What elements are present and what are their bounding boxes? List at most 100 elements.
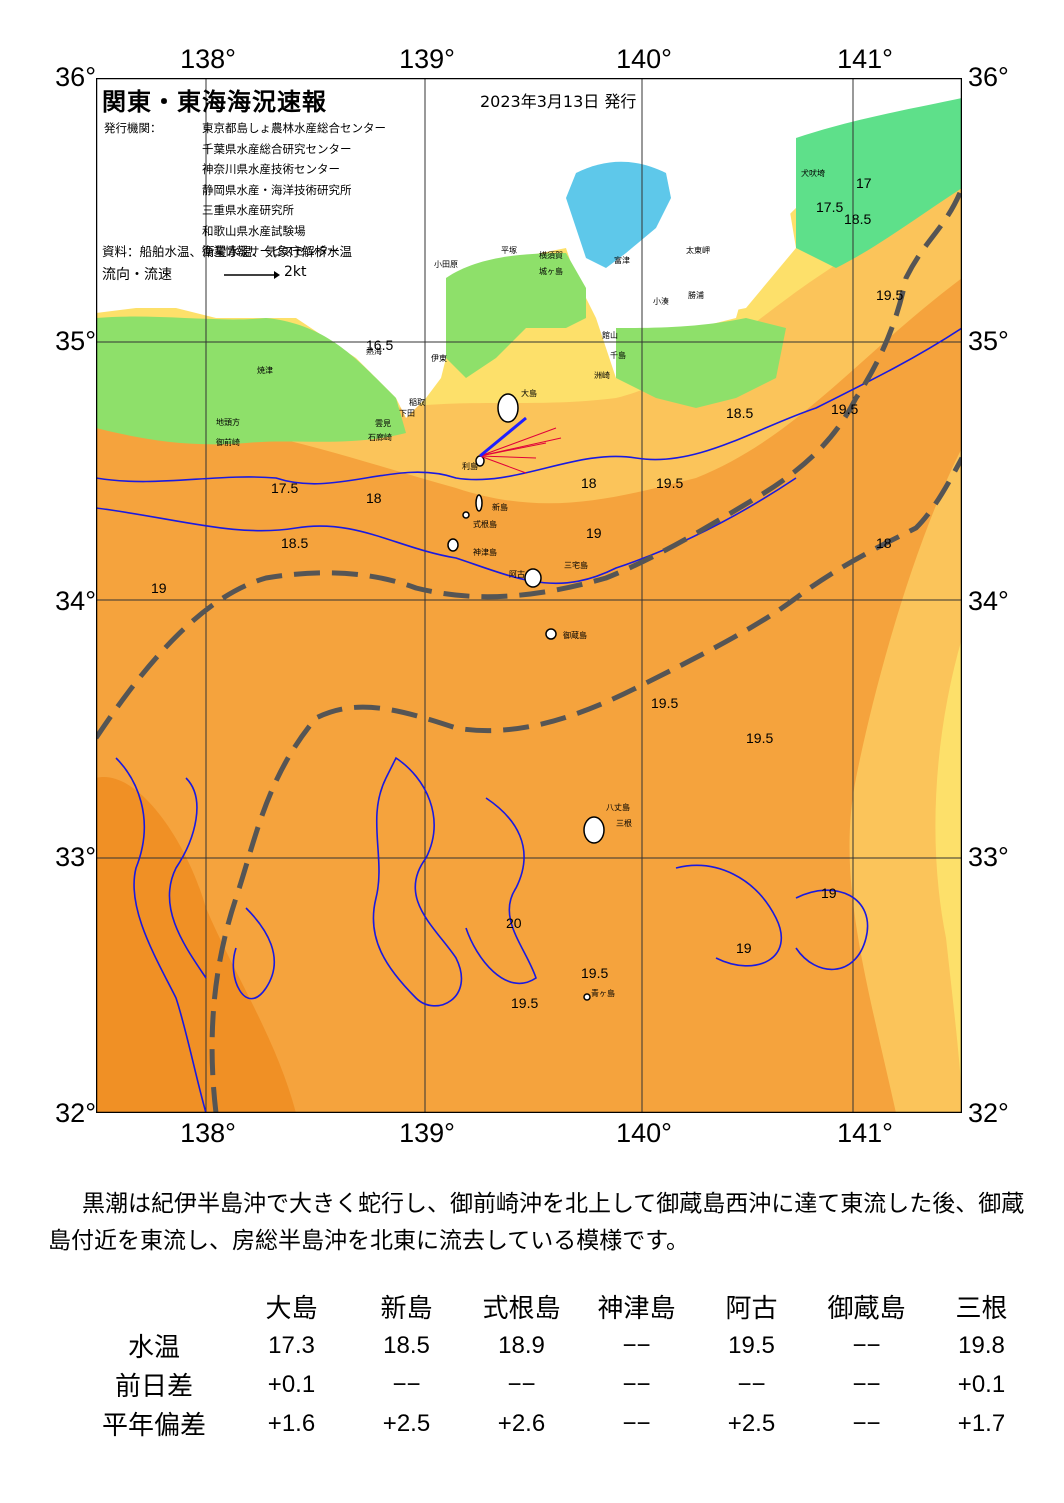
lon-tick-140-top: 140°	[616, 44, 672, 74]
place-label: 富津	[614, 255, 630, 265]
table-header-row: 大島 新島 式根島 神津島 阿古 御蔵島 三根	[74, 1287, 1039, 1326]
contour-label: 19.5	[656, 475, 683, 491]
coastal-green-sagami	[446, 253, 586, 378]
coastal-green-choshi	[796, 98, 962, 268]
lon-tick-139-top: 139°	[399, 44, 455, 74]
place-label: 熱海	[366, 346, 382, 356]
contour-label: 17.5	[271, 480, 298, 496]
lon-tick-138-top: 138°	[180, 44, 236, 74]
flow-legend-arrow-icon	[224, 271, 280, 279]
table-cell: 19.8	[958, 1331, 1005, 1359]
column-header: 御蔵島	[827, 1293, 906, 1323]
lat-tick-35-right: 35°	[968, 326, 1009, 356]
place-label: 三根	[616, 818, 632, 828]
place-label: 太東岬	[686, 245, 710, 255]
lat-tick-32-right: 32°	[968, 1098, 1009, 1128]
place-label: 下田	[399, 409, 415, 418]
issuer-item: 和歌山県水産試験場	[202, 223, 306, 238]
sea-east-mid	[849, 448, 962, 1113]
issuer-item: 東京都島しょ農林水産総合センター	[202, 121, 386, 135]
column-header: 大島	[265, 1293, 318, 1323]
lon-tick-139-bottom: 139°	[399, 1118, 455, 1148]
table-cell: −−	[852, 1331, 881, 1359]
lon-tick-141-bottom: 141°	[837, 1118, 893, 1148]
lon-tick-138-bottom: 138°	[180, 1118, 236, 1148]
place-label: 石廊崎	[368, 432, 392, 442]
lat-tick-32-left: 32°	[55, 1098, 96, 1128]
map-title: 関東・東海海況速報	[102, 88, 327, 116]
current-vectors	[479, 427, 562, 474]
coastal-green-boso	[616, 318, 786, 408]
island-mikurajima	[545, 628, 557, 640]
contour-label: 18.5	[726, 405, 753, 421]
islands	[447, 393, 605, 1001]
place-label: 横須賀	[539, 250, 563, 260]
island-niijima	[475, 494, 483, 512]
flow-legend-scale: 2kt	[284, 264, 307, 280]
contour-label: 20	[506, 915, 522, 931]
contour-label: 19.5	[831, 401, 858, 417]
place-label: 三宅島	[564, 560, 588, 570]
contour-label: 19.5	[746, 730, 773, 746]
place-label: 小田原	[434, 260, 458, 269]
lat-tick-34-right: 34°	[968, 586, 1009, 616]
place-label: 式根島	[473, 519, 497, 529]
table-cell: +2.6	[497, 1409, 546, 1437]
column-header: 三根	[955, 1293, 1008, 1323]
place-label: 小湊	[653, 296, 669, 306]
flow-legend-label: 流向・流速	[102, 267, 172, 283]
table-cell: −−	[507, 1370, 536, 1398]
contour-label: 19	[151, 580, 167, 596]
contour-label: 19	[586, 525, 602, 541]
place-label: 伊東	[431, 353, 447, 363]
issuer-item: 三重県水産研究所	[202, 203, 294, 217]
contour-label: 18	[581, 475, 597, 491]
land-boso	[636, 188, 796, 318]
place-label: 雲見	[375, 419, 391, 428]
table-cell: −−	[622, 1370, 651, 1398]
issuer-list: 東京都島しょ農林水産総合センター 千葉県水産総合研究センター 神奈川県水産技術セ…	[202, 118, 386, 262]
place-label: 神津島	[473, 547, 497, 557]
table-cell: +1.6	[267, 1409, 316, 1437]
contour-label: 17	[856, 175, 872, 191]
map-frame	[96, 78, 962, 1113]
table-cell: −−	[392, 1370, 421, 1398]
place-label: 御蔵島	[563, 630, 587, 640]
contour-label: 19	[736, 940, 752, 956]
place-label: 御前崎	[216, 437, 240, 447]
place-label: 稲取	[409, 397, 425, 407]
table-cell: +2.5	[727, 1409, 776, 1437]
lat-tick-34-left: 34°	[55, 586, 96, 616]
column-header: 神津島	[597, 1293, 676, 1323]
contour-label: 18	[876, 535, 892, 551]
issuer-item: 神奈川県水産技術センター	[202, 162, 340, 176]
lon-tick-141-top: 141°	[837, 44, 893, 74]
lat-tick-33-right: 33°	[968, 842, 1009, 872]
island-miyakejima	[524, 568, 542, 588]
tokyo-bay	[566, 161, 671, 268]
place-label: 千島	[610, 350, 626, 360]
lon-tick-140-bottom: 140°	[616, 1118, 672, 1148]
issue-date: 2023年3月13日 発行	[480, 92, 637, 111]
table-cell: −−	[852, 1409, 881, 1437]
column-header: 阿古	[725, 1293, 778, 1323]
kuroshio-path	[96, 187, 962, 1113]
place-label: 平塚	[501, 246, 517, 255]
place-label: 大島	[521, 388, 537, 398]
lat-tick-35-left: 35°	[55, 326, 96, 356]
table-cell: −−	[622, 1331, 651, 1359]
coastal-green-suruga	[96, 316, 406, 445]
contour-label: 16.5	[366, 337, 393, 353]
current-vector-main	[479, 416, 527, 458]
island-oshima	[497, 393, 519, 423]
place-label: 地頭方	[216, 417, 240, 427]
table-cell: +1.7	[957, 1409, 1006, 1437]
contour-label: 18	[366, 490, 382, 506]
table-row: 前日差 +0.1 −− −− −− −− −− +0.1	[74, 1365, 1039, 1404]
place-label: 勝浦	[688, 290, 704, 300]
contour-label: 18.5	[281, 535, 308, 551]
place-label: 館山	[602, 330, 618, 340]
column-header: 式根島	[482, 1293, 561, 1323]
lat-tick-36-right: 36°	[968, 62, 1009, 92]
lat-tick-36-left: 36°	[55, 62, 96, 92]
